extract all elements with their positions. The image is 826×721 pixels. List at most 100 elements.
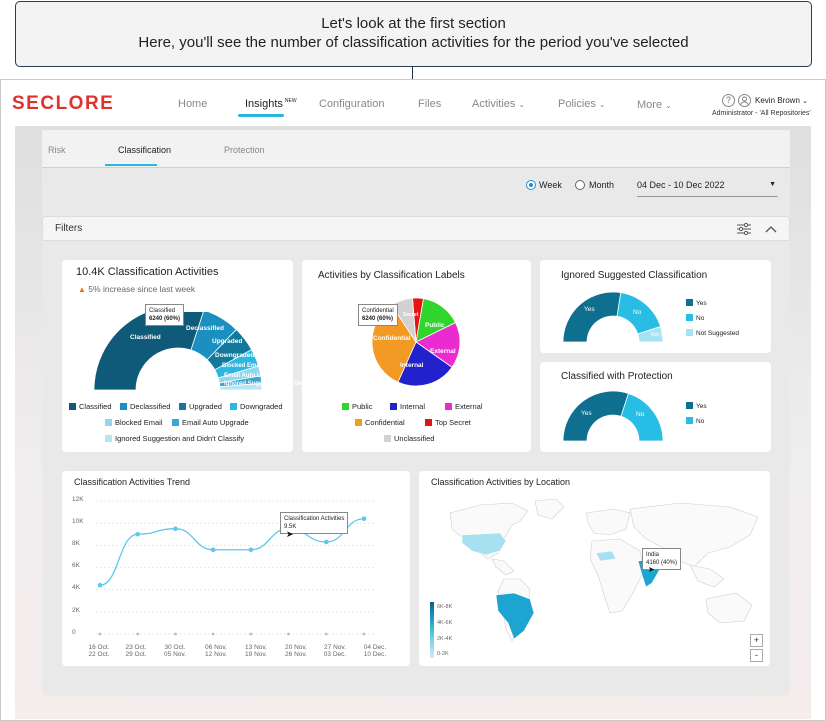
legend-downgraded[interactable]: Downgraded: [230, 402, 283, 411]
nav-configuration[interactable]: Configuration: [319, 98, 385, 110]
summary-tooltip: Classified 6240 (60%): [145, 304, 185, 326]
donut-slice[interactable]: [219, 382, 263, 391]
tab-classification[interactable]: Classification: [118, 145, 172, 155]
x-tick-line2: 22 Oct.: [88, 651, 110, 658]
sub-tabs-bar: [42, 130, 790, 168]
user-avatar-icon[interactable]: [738, 94, 751, 107]
nav-home[interactable]: Home: [178, 98, 208, 110]
legend-upgraded[interactable]: Upgraded: [179, 402, 222, 411]
y-tick: 4K: [72, 584, 80, 591]
legend-external[interactable]: External: [445, 402, 483, 411]
donut-slice[interactable]: [562, 291, 622, 342]
summary-title: 10.4K Classification Activities: [76, 266, 219, 278]
x-tick-line1: 13 Nov.: [245, 644, 267, 651]
pie-slice[interactable]: [415, 322, 461, 368]
nav-more[interactable]: More ⌄: [637, 99, 672, 111]
legend-label: External: [455, 402, 483, 411]
protection-card-title: Classified with Protection: [561, 371, 673, 382]
date-range-value: 04 Dec - 10 Dec 2022: [637, 180, 725, 190]
africa-region: [589, 538, 645, 614]
trend-point[interactable]: [97, 582, 103, 588]
chevron-down-icon: ⌄: [802, 98, 809, 105]
trend-point[interactable]: [248, 547, 254, 553]
legend-unclassified[interactable]: Unclassified: [384, 434, 434, 443]
legend-label: No: [696, 315, 705, 322]
map-title: Classification Activities by Location: [431, 477, 571, 487]
legend-label: Email Auto Upgrade: [182, 418, 249, 427]
legend-public[interactable]: Public: [342, 402, 372, 411]
trend-point[interactable]: [323, 539, 329, 545]
donut-slice[interactable]: [637, 326, 664, 342]
donut-slice[interactable]: [93, 312, 204, 391]
legend-label: Not Suggested: [696, 330, 740, 337]
active-tab-indicator: [105, 164, 157, 166]
x-axis-marker: [211, 632, 215, 636]
legend-internal[interactable]: Internal: [390, 402, 425, 411]
legend-swatch: [686, 314, 693, 321]
donut-slice[interactable]: [620, 392, 664, 441]
legend-yes[interactable]: Yes: [686, 299, 707, 307]
trend-point[interactable]: [135, 531, 141, 537]
legend-classified[interactable]: Classified: [69, 402, 112, 411]
legend-label: Top Secret: [435, 418, 471, 427]
week-radio[interactable]: [526, 180, 536, 190]
legend-label: Upgraded: [189, 402, 222, 411]
x-tick-line2: 29 Oct.: [125, 651, 147, 658]
x-tick: 27 Nov. 03 Dec.: [323, 644, 347, 658]
legend-label: Downgraded: [240, 402, 283, 411]
trend-line-chart: [96, 500, 374, 636]
legend-ignored[interactable]: Ignored Suggestion and Didn't Classify: [105, 434, 244, 443]
nav-files[interactable]: Files: [418, 98, 442, 110]
nav-insights[interactable]: Insights NEW: [245, 98, 297, 110]
slice-label-no: No: [636, 411, 645, 418]
month-radio[interactable]: [575, 180, 585, 190]
x-tick-line1: 30 Oct.: [164, 644, 186, 651]
legend-label: Declassified: [130, 402, 171, 411]
legend-top-secret[interactable]: Top Secret: [425, 418, 471, 427]
asia-region: [629, 502, 759, 568]
legend-label: Internal: [400, 402, 426, 411]
map-legend-2k-4k: 2K-4K: [437, 636, 453, 642]
legend-label: Ignored Suggestion and Didn't Classify: [115, 434, 245, 443]
x-axis-marker: [287, 632, 290, 636]
chevron-down-icon: ⌄: [598, 100, 606, 109]
legend-label: Classified: [79, 402, 112, 411]
legend-no[interactable]: No: [686, 314, 704, 322]
slice-label-yes: Yes: [581, 410, 592, 417]
legend-swatch: [230, 403, 237, 410]
trend-point[interactable]: [361, 516, 367, 522]
slice-label-email-auto-upgrade: Email Auto Upgrade: [224, 373, 282, 379]
y-tick: 2K: [72, 607, 80, 614]
trend-point[interactable]: [173, 526, 178, 532]
up-triangle-icon: ▲: [78, 285, 86, 294]
trend-point[interactable]: [210, 547, 216, 553]
x-tick: 30 Oct. 05 Nov.: [163, 644, 187, 658]
legend-yes[interactable]: Yes: [686, 402, 707, 410]
legend-label: No: [696, 418, 705, 425]
nav-policies[interactable]: Policies ⌄: [558, 98, 606, 110]
top-navbar: [1, 80, 825, 126]
legend-confidential[interactable]: Confidential: [355, 418, 405, 427]
date-range-select[interactable]: 04 Dec - 10 Dec 2022 ▼: [637, 178, 778, 197]
user-menu[interactable]: Kevin Brown ⌄: [755, 96, 808, 105]
filter-settings-icon[interactable]: [736, 222, 752, 241]
legend-no[interactable]: No: [686, 417, 704, 425]
tab-risk[interactable]: Risk: [48, 145, 66, 155]
tab-protection[interactable]: Protection: [224, 145, 265, 155]
legend-not-suggested[interactable]: Not Suggested: [686, 329, 739, 337]
instruction-callout: Let's look at the first section Here, yo…: [15, 1, 812, 67]
filters-bar[interactable]: [42, 216, 790, 241]
activities-trend-card: [62, 471, 410, 666]
help-icon[interactable]: ?: [722, 94, 735, 107]
nav-activities[interactable]: Activities ⌄: [472, 98, 525, 110]
x-tick-line1: 06 Nov.: [205, 644, 227, 651]
slice-label-secret: Secret: [403, 312, 419, 318]
zoom-in-button[interactable]: +: [750, 634, 763, 647]
donut-slice[interactable]: [562, 390, 629, 441]
legend-email-auto-upgrade[interactable]: Email Auto Upgrade: [172, 418, 249, 427]
collapse-chevron-icon[interactable]: [765, 221, 777, 239]
legend-declassified[interactable]: Declassified: [120, 402, 170, 411]
zoom-out-button[interactable]: -: [750, 649, 763, 662]
legend-swatch: [445, 403, 452, 410]
legend-blocked-email[interactable]: Blocked Email: [105, 418, 163, 427]
